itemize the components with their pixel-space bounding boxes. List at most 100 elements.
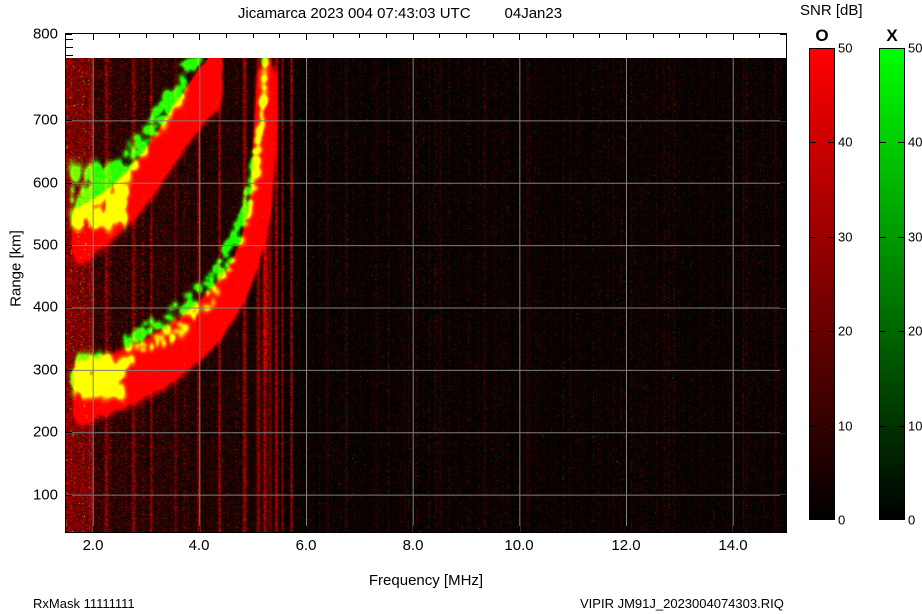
colorbar-tick-mark bbox=[879, 426, 886, 427]
rxmask-status: RxMask 11111111 bbox=[33, 596, 135, 611]
x-minor-tick bbox=[626, 34, 627, 38]
colorbar-x-tick-label-4: 40 bbox=[908, 134, 922, 150]
y-tick-label-3: 400 bbox=[32, 298, 58, 316]
filename: JM91J_2023004074303.RIQ bbox=[617, 596, 784, 611]
x-tick-mark bbox=[733, 526, 734, 532]
y-tick-mark bbox=[66, 245, 72, 246]
colorbar-tick-mark bbox=[898, 331, 905, 332]
y-tick-mark bbox=[66, 307, 72, 308]
y-tick-label-1: 200 bbox=[32, 423, 58, 441]
x-minor-tick bbox=[173, 34, 174, 38]
title-station-datetime: Jicamarca 2023 004 07:43:03 UTC bbox=[237, 4, 471, 22]
x-minor-tick bbox=[706, 34, 707, 38]
x-minor-tick bbox=[546, 34, 547, 38]
x-minor-tick bbox=[93, 34, 94, 38]
colorbar-o-head: O bbox=[815, 26, 829, 45]
colorbar-tick-mark bbox=[809, 426, 816, 427]
ionogram-plot[interactable] bbox=[65, 33, 787, 533]
x-minor-tick bbox=[493, 34, 494, 38]
y-tick-mark bbox=[66, 120, 72, 121]
x-minor-tick bbox=[146, 34, 147, 38]
x-tick-label-6: 14.0 bbox=[718, 537, 748, 554]
colorbar-o-tick-label-2: 20 bbox=[838, 323, 853, 339]
colorbar-o-mode bbox=[809, 48, 835, 520]
y-tick-label-4: 500 bbox=[32, 236, 58, 254]
y-band-tick-0 bbox=[66, 39, 73, 40]
colorbar-o-tick-label-4: 40 bbox=[838, 134, 853, 150]
y-tick-mark bbox=[66, 432, 72, 433]
chart-title: Jicamarca 2023 004 07:43:03 UTC 04Jan23 bbox=[0, 0, 800, 26]
colorbar-title: SNR [dB] bbox=[800, 2, 863, 19]
x-tick-label-0: 2.0 bbox=[82, 537, 104, 554]
y-tick-mark-right bbox=[780, 370, 786, 371]
rxmask-value: 11111111 bbox=[83, 596, 135, 611]
x-tick-mark bbox=[199, 526, 200, 532]
x-minor-tick bbox=[279, 34, 280, 38]
x-minor-tick bbox=[439, 34, 440, 38]
y-tick-mark bbox=[66, 183, 72, 184]
x-minor-tick bbox=[413, 34, 414, 38]
x-tick-label-1: 4.0 bbox=[188, 537, 210, 554]
x-tick-label-2: 6.0 bbox=[295, 537, 317, 554]
rxmask-label: RxMask bbox=[33, 596, 80, 611]
colorbar-tick-mark bbox=[828, 331, 835, 332]
x-tick-label-3: 8.0 bbox=[402, 537, 424, 554]
colorbar-o-tick-label-3: 30 bbox=[838, 229, 853, 245]
instrument-name: VIPIR bbox=[580, 596, 614, 611]
source-file-label: VIPIR JM91J_2023004074303.RIQ bbox=[580, 596, 784, 611]
x-tick-mark bbox=[413, 526, 414, 532]
colorbar-x-tick-label-0: 0 bbox=[908, 512, 916, 528]
x-minor-tick bbox=[253, 34, 254, 38]
y-tick-label-5: 600 bbox=[32, 174, 58, 192]
y-tick-label-6: 700 bbox=[32, 111, 58, 129]
y-tick-label-7: 800 bbox=[32, 25, 58, 43]
colorbar-tick-mark bbox=[809, 331, 816, 332]
x-minor-tick bbox=[573, 34, 574, 38]
x-minor-tick bbox=[733, 34, 734, 38]
colorbar-tick-mark bbox=[828, 237, 835, 238]
y-tick-mark-right bbox=[780, 34, 786, 35]
x-minor-tick bbox=[199, 34, 200, 38]
x-minor-tick bbox=[653, 34, 654, 38]
x-tick-label-4: 10.0 bbox=[504, 537, 534, 554]
x-axis-title: Frequency [MHz] bbox=[368, 572, 484, 589]
y-tick-mark-right bbox=[780, 495, 786, 496]
x-minor-tick bbox=[386, 34, 387, 38]
x-tick-mark bbox=[306, 526, 307, 532]
colorbar-tick-mark bbox=[809, 142, 816, 143]
colorbar-x-tick-label-1: 10 bbox=[908, 418, 922, 434]
y-axis-title: Range [km] bbox=[7, 230, 25, 307]
y-tick-mark bbox=[66, 495, 72, 496]
y-tick-mark-right bbox=[780, 432, 786, 433]
x-minor-tick bbox=[333, 34, 334, 38]
x-minor-tick bbox=[359, 34, 360, 38]
ionogram-data-canvas bbox=[66, 58, 786, 532]
x-tick-mark bbox=[93, 526, 94, 532]
colorbar-x-head: X bbox=[886, 26, 898, 45]
colorbar-tick-mark bbox=[879, 237, 886, 238]
colorbar-tick-mark bbox=[898, 237, 905, 238]
colorbar-tick-mark bbox=[898, 426, 905, 427]
colorbar-x-tick-label-3: 30 bbox=[908, 229, 922, 245]
colorbar-x-mode bbox=[879, 48, 905, 520]
colorbar-x-tick-label-2: 20 bbox=[908, 323, 922, 339]
x-tick-label-5: 12.0 bbox=[611, 537, 641, 554]
x-tick-mark bbox=[519, 526, 520, 532]
x-minor-tick bbox=[679, 34, 680, 38]
x-minor-tick bbox=[759, 34, 760, 38]
colorbar-o-tick-label-1: 10 bbox=[838, 418, 853, 434]
x-minor-tick bbox=[466, 34, 467, 38]
colorbar-tick-mark bbox=[879, 331, 886, 332]
colorbar-x-tick-label-5: 50 bbox=[908, 40, 922, 56]
y-tick-label-0: 100 bbox=[32, 486, 58, 504]
y-tick-mark-right bbox=[780, 183, 786, 184]
title-date-short: 04Jan23 bbox=[504, 4, 563, 22]
x-minor-tick bbox=[599, 34, 600, 38]
y-tick-mark-right bbox=[780, 307, 786, 308]
colorbar-tick-mark bbox=[828, 142, 835, 143]
y-tick-mark-right bbox=[780, 120, 786, 121]
colorbar-tick-mark bbox=[898, 142, 905, 143]
y-tick-mark bbox=[66, 34, 72, 35]
colorbar-tick-mark bbox=[809, 237, 816, 238]
y-band-tick-1 bbox=[66, 47, 73, 48]
